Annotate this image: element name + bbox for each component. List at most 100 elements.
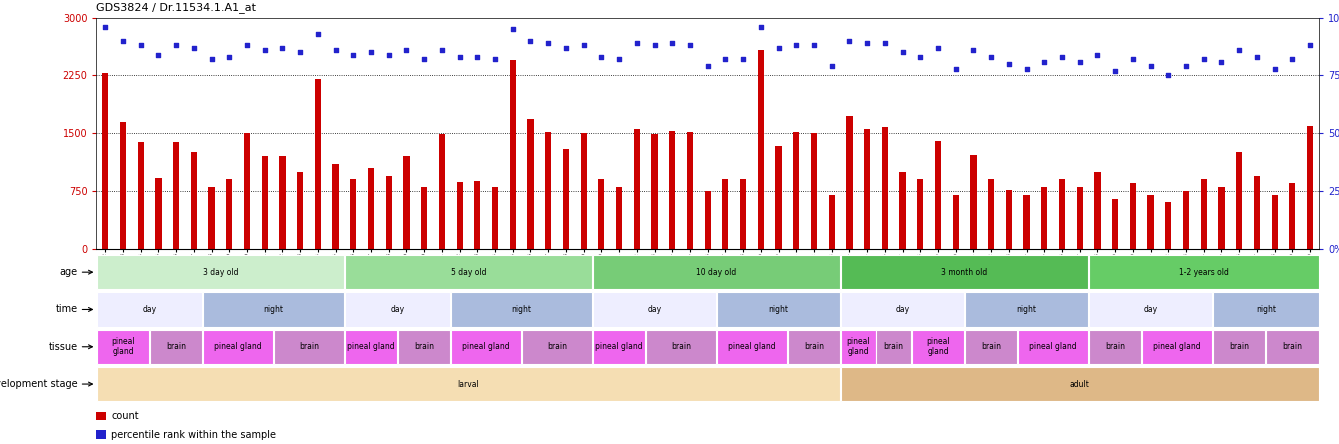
Point bbox=[254, 47, 276, 54]
Bar bbox=[1094, 172, 1101, 249]
Point bbox=[1228, 47, 1249, 54]
Text: brain: brain bbox=[671, 342, 691, 351]
FancyBboxPatch shape bbox=[841, 367, 1319, 401]
Point bbox=[767, 44, 789, 52]
Text: night: night bbox=[1256, 305, 1276, 314]
Bar bbox=[368, 168, 374, 249]
Bar bbox=[1218, 187, 1225, 249]
FancyBboxPatch shape bbox=[204, 292, 344, 327]
Point bbox=[520, 37, 541, 44]
Bar bbox=[971, 155, 976, 249]
Text: GDS3824 / Dr.11534.1.A1_at: GDS3824 / Dr.11534.1.A1_at bbox=[96, 2, 256, 13]
Text: day: day bbox=[1144, 305, 1158, 314]
FancyBboxPatch shape bbox=[345, 292, 450, 327]
FancyBboxPatch shape bbox=[1213, 329, 1265, 364]
Bar bbox=[1307, 126, 1314, 249]
Bar bbox=[1077, 187, 1083, 249]
Text: pineal
gland: pineal gland bbox=[111, 337, 135, 356]
Point bbox=[1281, 56, 1303, 63]
Bar bbox=[1182, 191, 1189, 249]
Bar bbox=[332, 164, 339, 249]
Bar bbox=[775, 146, 782, 249]
Text: tissue: tissue bbox=[48, 342, 78, 352]
Point bbox=[95, 24, 116, 31]
FancyBboxPatch shape bbox=[96, 329, 149, 364]
Point bbox=[750, 24, 771, 31]
Bar bbox=[96, 431, 107, 439]
Text: 3 day old: 3 day old bbox=[202, 268, 238, 277]
Text: brain: brain bbox=[981, 342, 1002, 351]
Point bbox=[715, 56, 736, 63]
Point bbox=[166, 42, 187, 49]
Bar bbox=[599, 179, 604, 249]
Point bbox=[1158, 72, 1180, 79]
Bar bbox=[545, 132, 552, 249]
Text: pineal gland: pineal gland bbox=[596, 342, 643, 351]
Bar bbox=[793, 132, 799, 249]
Bar bbox=[226, 179, 233, 249]
FancyBboxPatch shape bbox=[965, 292, 1089, 327]
Bar bbox=[1113, 198, 1118, 249]
Bar bbox=[474, 181, 481, 249]
Text: 1-2 years old: 1-2 years old bbox=[1178, 268, 1229, 277]
Point bbox=[1299, 42, 1320, 49]
Bar bbox=[491, 187, 498, 249]
Point bbox=[573, 42, 595, 49]
Text: pineal gland: pineal gland bbox=[347, 342, 395, 351]
Text: development stage: development stage bbox=[0, 379, 78, 389]
Point bbox=[112, 37, 134, 44]
Point bbox=[449, 53, 470, 60]
Point bbox=[1016, 65, 1038, 72]
Point bbox=[325, 47, 347, 54]
Bar bbox=[510, 60, 516, 249]
FancyBboxPatch shape bbox=[1267, 329, 1319, 364]
Text: 3 month old: 3 month old bbox=[941, 268, 988, 277]
Text: night: night bbox=[264, 305, 284, 314]
Bar bbox=[102, 73, 108, 249]
Bar bbox=[900, 172, 905, 249]
Bar bbox=[1236, 152, 1243, 249]
Bar bbox=[687, 132, 694, 249]
FancyBboxPatch shape bbox=[716, 329, 787, 364]
Text: age: age bbox=[59, 267, 78, 277]
Bar bbox=[935, 141, 941, 249]
FancyBboxPatch shape bbox=[593, 255, 840, 289]
FancyBboxPatch shape bbox=[841, 329, 876, 364]
Bar bbox=[457, 182, 463, 249]
Point bbox=[838, 37, 860, 44]
Point bbox=[998, 60, 1019, 67]
Bar bbox=[1289, 183, 1295, 249]
FancyBboxPatch shape bbox=[912, 329, 964, 364]
Point bbox=[1105, 67, 1126, 75]
Point bbox=[980, 53, 1002, 60]
Bar bbox=[722, 179, 728, 249]
Point bbox=[537, 40, 558, 47]
Point bbox=[1069, 58, 1090, 65]
Text: pineal gland: pineal gland bbox=[1030, 342, 1077, 351]
Bar bbox=[829, 195, 834, 249]
Bar bbox=[1059, 179, 1065, 249]
Bar bbox=[704, 191, 711, 249]
Point bbox=[608, 56, 629, 63]
Point bbox=[590, 53, 612, 60]
Point bbox=[307, 30, 328, 37]
FancyBboxPatch shape bbox=[645, 329, 716, 364]
Bar bbox=[616, 187, 623, 249]
Point bbox=[1264, 65, 1285, 72]
FancyBboxPatch shape bbox=[522, 329, 592, 364]
Bar bbox=[1130, 183, 1135, 249]
Point bbox=[803, 42, 825, 49]
Point bbox=[909, 53, 931, 60]
FancyBboxPatch shape bbox=[1213, 292, 1319, 327]
Point bbox=[732, 56, 754, 63]
Point bbox=[431, 47, 453, 54]
Text: larval: larval bbox=[458, 380, 479, 388]
Text: adult: adult bbox=[1070, 380, 1090, 388]
Point bbox=[644, 42, 665, 49]
Point bbox=[360, 49, 382, 56]
FancyBboxPatch shape bbox=[787, 329, 840, 364]
Point bbox=[963, 47, 984, 54]
Text: brain: brain bbox=[1105, 342, 1125, 351]
Point bbox=[1247, 53, 1268, 60]
Bar bbox=[581, 133, 586, 249]
